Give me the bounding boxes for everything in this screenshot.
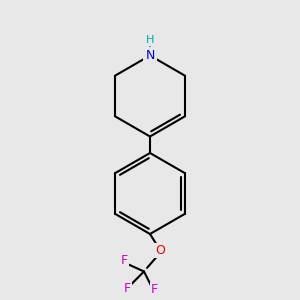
- Text: O: O: [156, 244, 165, 257]
- Text: N: N: [145, 49, 155, 62]
- Text: H: H: [146, 35, 154, 45]
- Text: F: F: [151, 283, 158, 296]
- Text: F: F: [121, 254, 128, 268]
- Text: F: F: [124, 281, 131, 295]
